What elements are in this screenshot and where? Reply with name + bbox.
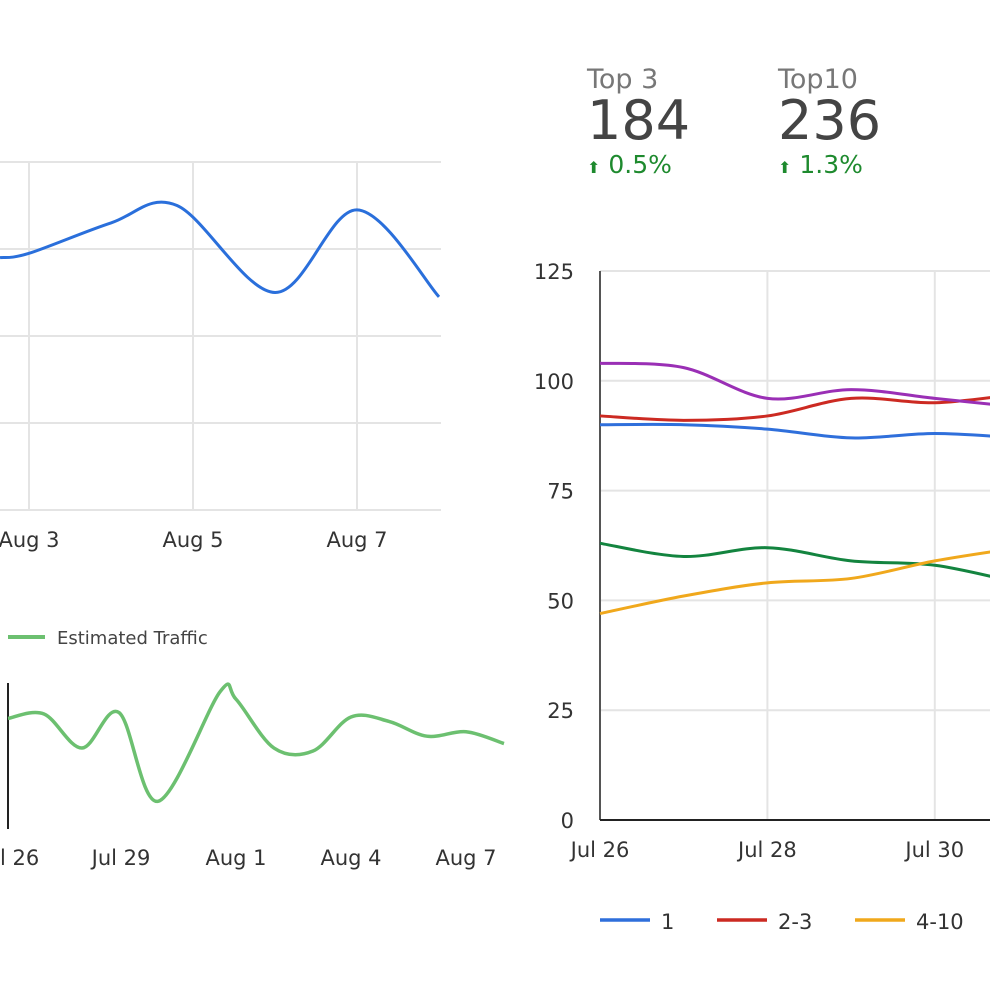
x-tick-label: Jul 28 bbox=[736, 838, 797, 862]
x-tick-label: l 26 bbox=[0, 846, 39, 870]
chart-bottom-left: Estimated Traffic l 26 Jul 29 Aug 1 Aug 4 Aug… bbox=[0, 628, 505, 870]
y-tick-label: 100 bbox=[534, 370, 574, 394]
stat-change: ⬆ 1.3% bbox=[778, 150, 881, 179]
y-tick-label: 125 bbox=[534, 260, 574, 284]
y-tick-label: 0 bbox=[561, 809, 574, 833]
series-line-series-3 bbox=[599, 361, 990, 406]
x-tick-label: Aug 1 bbox=[205, 846, 266, 870]
arrow-up-icon: ⬆ bbox=[778, 158, 792, 178]
x-tick-label: Jul 30 bbox=[903, 838, 964, 862]
series-line-4-10 bbox=[599, 550, 990, 616]
y-tick-label: 75 bbox=[547, 480, 574, 504]
x-tick-label: Jul 29 bbox=[90, 846, 151, 870]
stat-label: Top10 bbox=[778, 64, 858, 95]
chart-right: 0 25 50 75 100 125 Jul 26 Jul 28 Jul 30 1 2-3 4-10 bbox=[534, 260, 990, 934]
legend-label: 2-3 bbox=[778, 910, 812, 934]
series-line-2-3 bbox=[599, 396, 990, 422]
series-line bbox=[7, 682, 505, 804]
stat-label: Top 3 bbox=[587, 64, 659, 95]
x-tick-label: Jul 26 bbox=[569, 838, 630, 862]
stat-change-value: 0.5% bbox=[608, 150, 672, 180]
stat-value: 236 bbox=[778, 89, 882, 152]
y-tick-label: 50 bbox=[547, 589, 574, 613]
stat-change: ⬆ 0.5% bbox=[587, 150, 690, 179]
series-line-1 bbox=[599, 422, 990, 440]
legend-label: 4-10 bbox=[916, 910, 964, 934]
series-line-series-4 bbox=[599, 541, 990, 578]
series-line bbox=[0, 200, 441, 298]
x-tick-label: Aug 3 bbox=[0, 528, 60, 552]
stat-change-value: 1.3% bbox=[799, 150, 863, 180]
x-tick-label: Aug 4 bbox=[320, 846, 381, 870]
chart-top-left: Aug 3 Aug 5 Aug 7 bbox=[0, 161, 441, 552]
legend-label: 1 bbox=[661, 910, 674, 934]
x-tick-label: Aug 5 bbox=[162, 528, 223, 552]
arrow-up-icon: ⬆ bbox=[587, 158, 601, 178]
x-tick-label: Aug 7 bbox=[435, 846, 496, 870]
stat-value: 184 bbox=[587, 89, 691, 152]
y-tick-label: 25 bbox=[547, 699, 574, 723]
stat-top3: Top 3 184 ⬆ 0.5% bbox=[587, 64, 690, 179]
stat-top10: Top10 236 ⬆ 1.3% bbox=[778, 64, 881, 179]
x-tick-label: Aug 7 bbox=[326, 528, 387, 552]
legend-label: Estimated Traffic bbox=[57, 628, 208, 649]
